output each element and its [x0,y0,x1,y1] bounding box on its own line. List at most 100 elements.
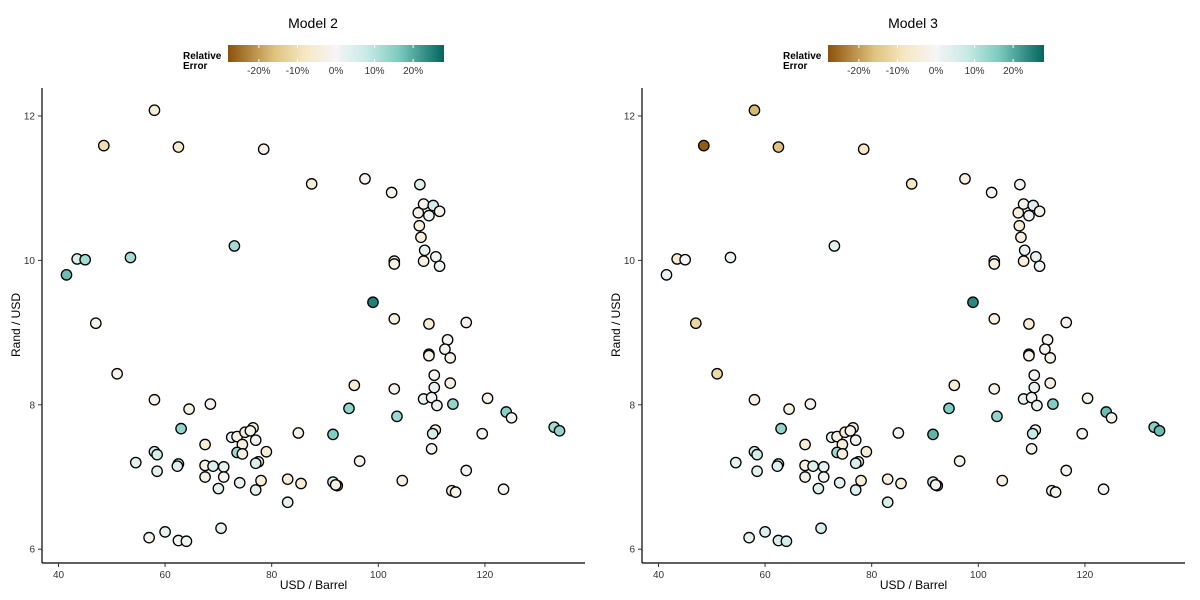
data-point [807,460,819,473]
y-tick-label: 6 [629,545,635,556]
data-point [1025,391,1038,404]
data-point [172,141,185,153]
data-point [1018,244,1031,257]
data-point [413,219,426,232]
data-point [281,473,294,486]
data-point [1044,377,1057,389]
data-point [743,531,755,544]
legend-title-line1: Relative [183,51,222,62]
data-point [148,104,161,117]
data-point [255,474,267,487]
data-point [217,471,230,483]
data-point [1049,486,1062,499]
data-point [849,434,862,447]
data-point [124,251,137,264]
data-point [215,522,227,535]
data-point [1013,219,1026,232]
data-point [431,399,443,412]
data-point [881,496,894,509]
y-tick-label: 10 [624,256,636,267]
data-point [1033,260,1046,273]
data-point [849,484,862,496]
data-point [1017,198,1030,210]
data-point [327,428,339,441]
data-point [497,483,510,496]
y-tick-label: 12 [624,112,636,123]
data-point [1017,255,1030,267]
data-point [1023,349,1035,362]
data-point [281,496,294,509]
colorbar-tick-label: 20% [1003,66,1023,77]
x-tick-label: 120 [477,570,494,581]
data-point [305,178,318,190]
colorbar-tick-label: -20% [247,66,270,77]
data-point [97,139,110,152]
points-layer [660,104,1166,548]
data-point [892,427,905,439]
data-point [423,349,435,362]
data-point [799,438,811,451]
data-point [697,139,710,152]
colorbar-tick-label: 10% [365,66,385,77]
data-point [967,296,979,309]
data-point [881,473,894,486]
data-point [449,486,462,499]
data-point [433,205,446,218]
data-point [895,477,907,490]
data-point [775,422,787,435]
data-point [417,255,430,267]
data-point [1028,381,1041,394]
data-point [1033,205,1046,218]
data-point [260,445,273,458]
data-point [943,402,955,415]
data-point [771,460,784,473]
data-point [780,535,793,548]
data-point [948,379,961,392]
data-point [1105,411,1118,424]
data-point [129,456,142,469]
data-point [428,369,441,382]
data-point [553,424,566,437]
data-point [180,535,193,548]
data-point [836,448,849,460]
data-point [927,428,939,441]
x-tick-label: 60 [760,570,772,581]
data-point [143,531,155,544]
data-point [660,268,673,281]
data-point [1039,343,1051,356]
data-point [844,424,857,437]
data-point [418,244,431,257]
y-tick-label: 12 [24,112,36,123]
data-point [959,172,971,185]
colorbar [228,45,444,62]
data-point [460,464,473,477]
data-point [359,172,371,185]
y-tick-label: 6 [29,545,35,556]
data-point [929,479,942,491]
colorbar-tick-label: 0% [329,66,344,77]
y-axis-title: Rand / USD [9,293,23,357]
data-point [905,178,918,190]
y-axis-title: Rand / USD [609,293,623,357]
data-point [391,410,403,423]
data-point [367,296,379,309]
data-point [433,260,446,273]
data-point [817,471,830,483]
data-point [1025,442,1038,455]
data-point [244,424,257,437]
x-tick-label: 80 [266,570,278,581]
y-tick-label: 8 [629,400,635,411]
x-tick-label: 100 [370,570,387,581]
y-tick-label: 10 [24,256,36,267]
data-point [89,317,102,330]
data-point [804,398,817,410]
data-point [343,402,355,415]
data-point [199,438,211,451]
x-tick-label: 120 [1077,570,1094,581]
data-point [151,448,163,461]
legend-title-line1: Relative [783,51,822,62]
data-point [1015,231,1027,244]
data-point [1081,392,1094,405]
